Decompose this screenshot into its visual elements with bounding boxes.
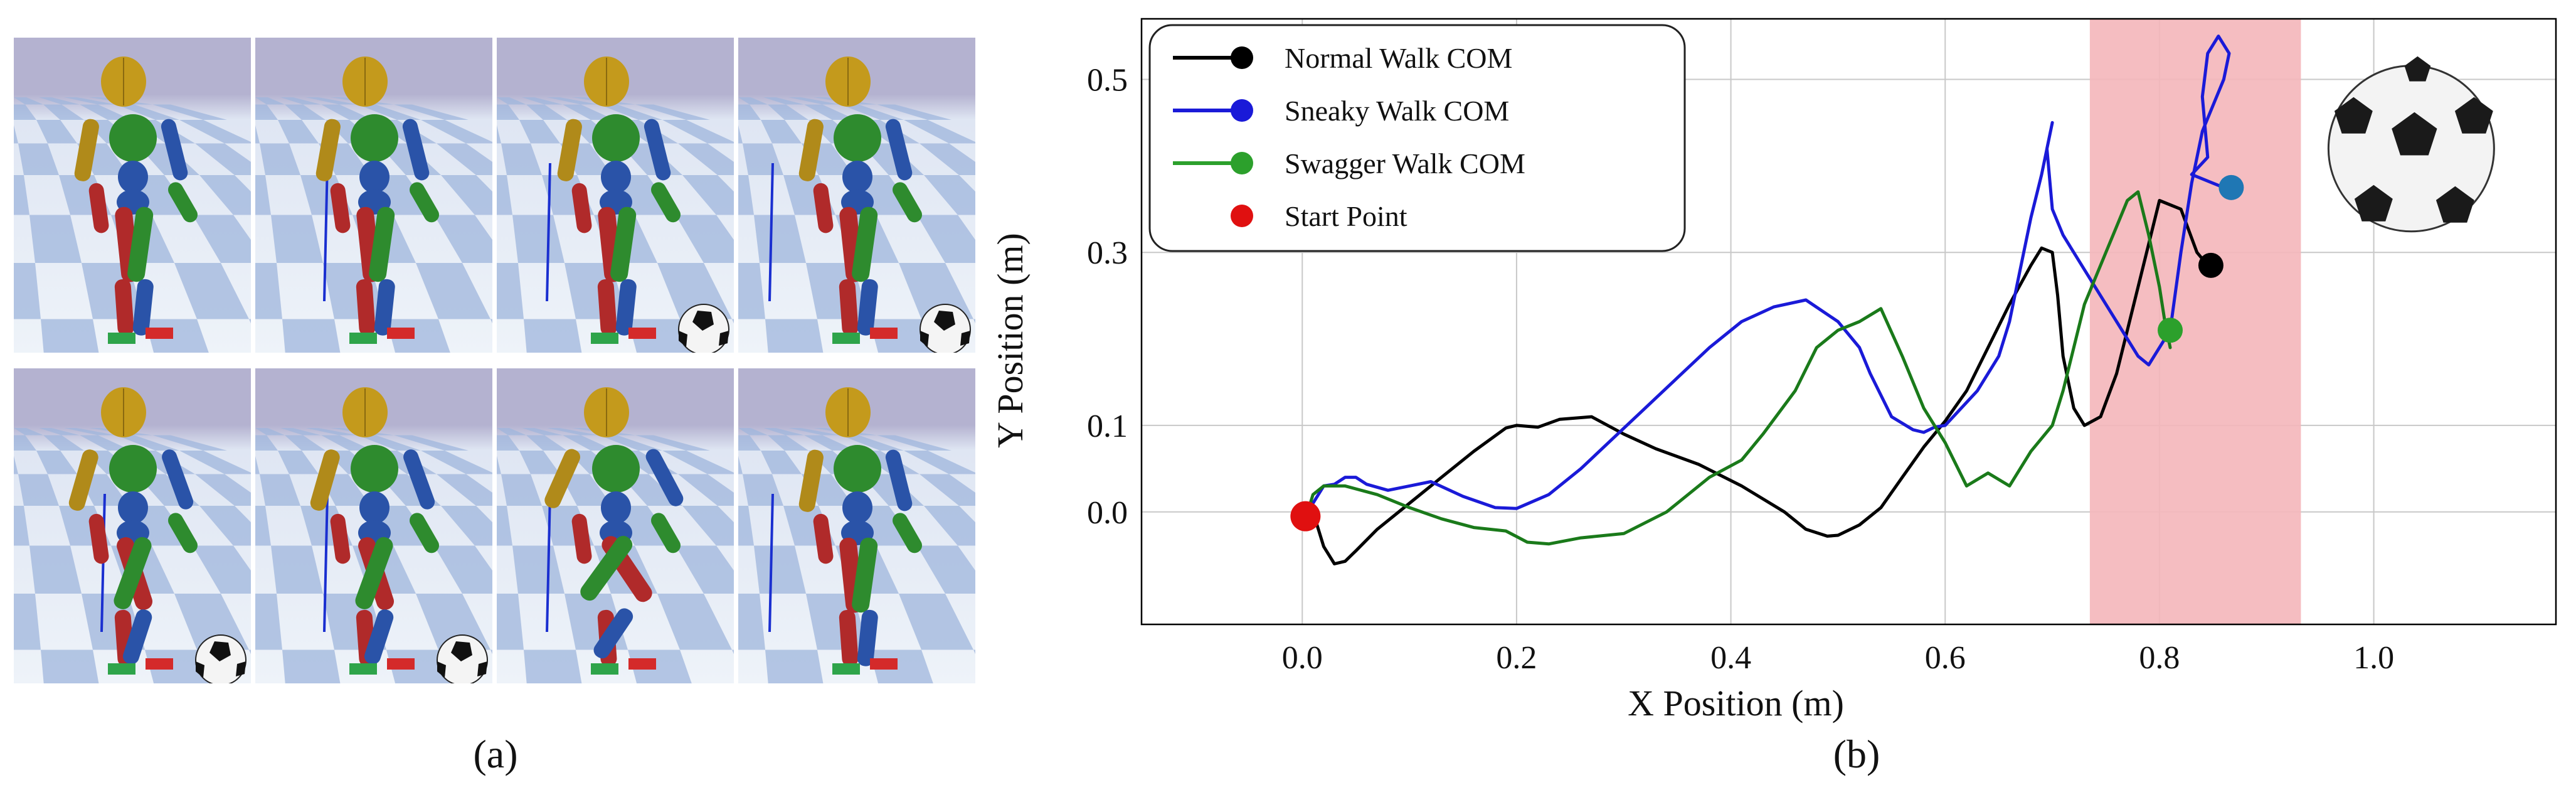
legend-label: Sneaky Walk COM (1285, 95, 1509, 127)
com-trajectory-chart: 0.0 0.2 0.4 0.6 0.8 1.0 0.0 0.1 0.3 0.5 X Positio… (978, 0, 2576, 728)
legend-label: Swagger Walk COM (1285, 147, 1525, 179)
y-tick-label: 0.3 (1087, 235, 1128, 271)
x-axis-label: X Position (m) (1628, 683, 1844, 724)
snapshot-frame (497, 38, 734, 353)
legend: Normal Walk COM Sneaky Walk COM Swagger Wa… (1148, 24, 1686, 252)
legend-label: Normal Walk COM (1285, 42, 1512, 74)
series-line-normal-walk-com (1311, 199, 2210, 565)
x-tick-label: 0.2 (1496, 640, 1537, 676)
legend-marker (1231, 46, 1253, 69)
caption-a: (a) (473, 732, 518, 776)
series-line-swagger-walk-com (1306, 190, 2172, 546)
series-lines (1290, 35, 2244, 565)
legend-label: Start Point (1285, 200, 1407, 232)
caption-b: (b) (1833, 732, 1880, 776)
x-tick-label: 0.8 (2139, 640, 2180, 676)
x-tick-label: 0.0 (1282, 640, 1323, 676)
x-tick-label: 0.6 (1925, 640, 1966, 676)
snapshot-frame (255, 368, 492, 683)
snapshot-frame (738, 38, 975, 353)
snapshot-frame (255, 38, 492, 353)
snapshot-grid (14, 38, 980, 684)
y-tick-label: 0.5 (1087, 63, 1128, 99)
legend-marker (1231, 205, 1253, 227)
y-axis-label: Y Position (m) (990, 233, 1031, 448)
soccer-ball-icon (2327, 56, 2495, 233)
snapshot-frame (14, 368, 251, 683)
end-marker (2218, 174, 2244, 200)
x-tick-label: 0.4 (1710, 640, 1751, 676)
x-tick-label: 1.0 (2353, 640, 2394, 676)
start-point-marker (1290, 501, 1321, 532)
legend-marker (1231, 152, 1253, 174)
snapshot-frame (738, 368, 975, 683)
series-line-sneaky-walk-com (1306, 35, 2231, 514)
legend-marker (1231, 99, 1253, 122)
y-tick-label: 0.1 (1087, 409, 1128, 444)
end-marker (2198, 252, 2224, 278)
snapshot-frame (14, 38, 251, 353)
plot-frame (1140, 18, 2557, 626)
y-tick-label: 0.0 (1087, 495, 1128, 531)
tick-labels: 0.0 0.2 0.4 0.6 0.8 1.0 0.0 0.1 0.3 0.5 (1087, 63, 2394, 676)
end-marker (2158, 318, 2183, 343)
target-zone (2089, 19, 2301, 624)
snapshot-frame (497, 368, 734, 683)
